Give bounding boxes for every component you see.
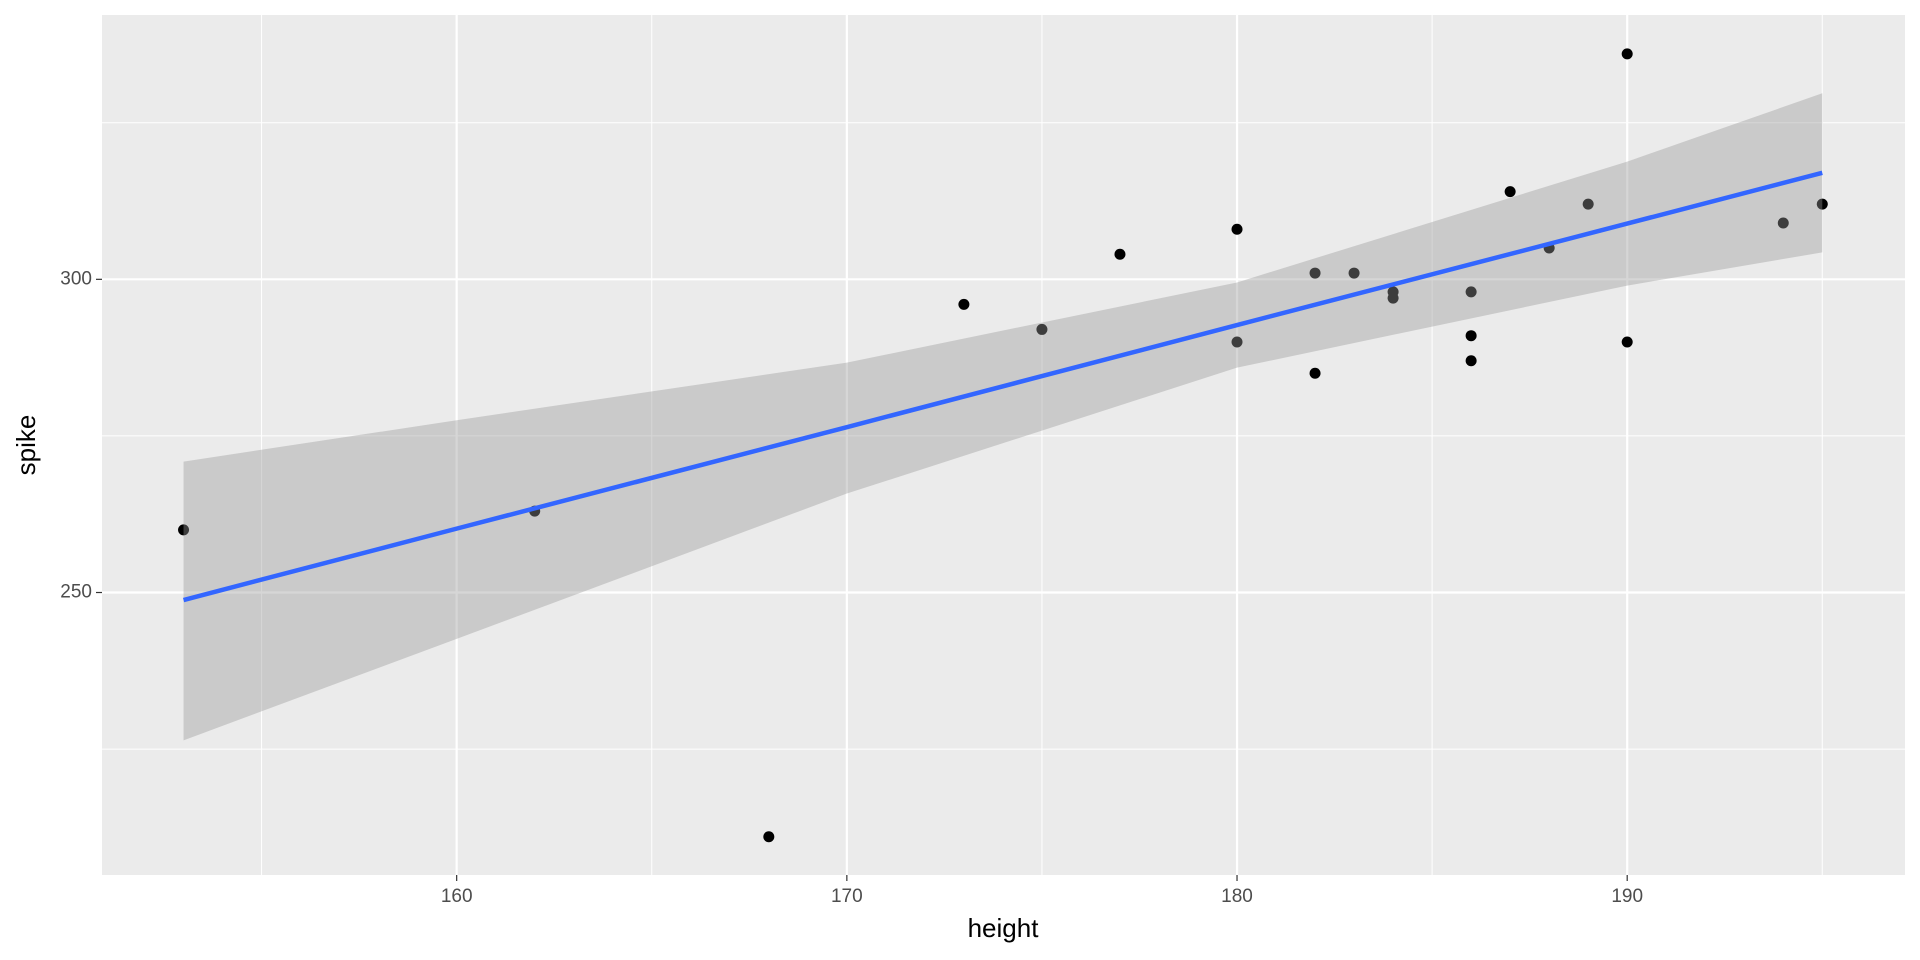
point	[1348, 267, 1360, 279]
point	[1582, 198, 1594, 210]
point	[1816, 198, 1828, 210]
x-tick-label: 180	[1221, 886, 1253, 907]
y-tick-label: 300	[60, 268, 92, 289]
x-tick-label: 160	[441, 886, 473, 907]
point	[178, 524, 190, 536]
point	[1777, 217, 1789, 229]
y-axis-title: spike	[11, 415, 41, 476]
point	[1465, 330, 1477, 342]
x-tick-label: 190	[1611, 886, 1643, 907]
point	[1036, 323, 1048, 335]
point	[958, 298, 970, 310]
point	[1114, 248, 1126, 260]
y-tick-label: 250	[60, 582, 92, 603]
point	[1621, 336, 1633, 348]
point	[1465, 286, 1477, 298]
point	[1621, 48, 1633, 60]
confidence-band	[183, 93, 1823, 741]
point	[1231, 336, 1243, 348]
fit-line	[182, 170, 1823, 603]
point	[1231, 223, 1243, 235]
point	[1387, 292, 1399, 304]
point	[1309, 267, 1321, 279]
point	[1465, 355, 1477, 367]
point	[1504, 186, 1516, 198]
panel	[102, 15, 1905, 875]
x-tick-label: 170	[831, 886, 863, 907]
x-axis-title: height	[968, 913, 1040, 943]
point	[763, 831, 775, 843]
point	[1309, 367, 1321, 379]
